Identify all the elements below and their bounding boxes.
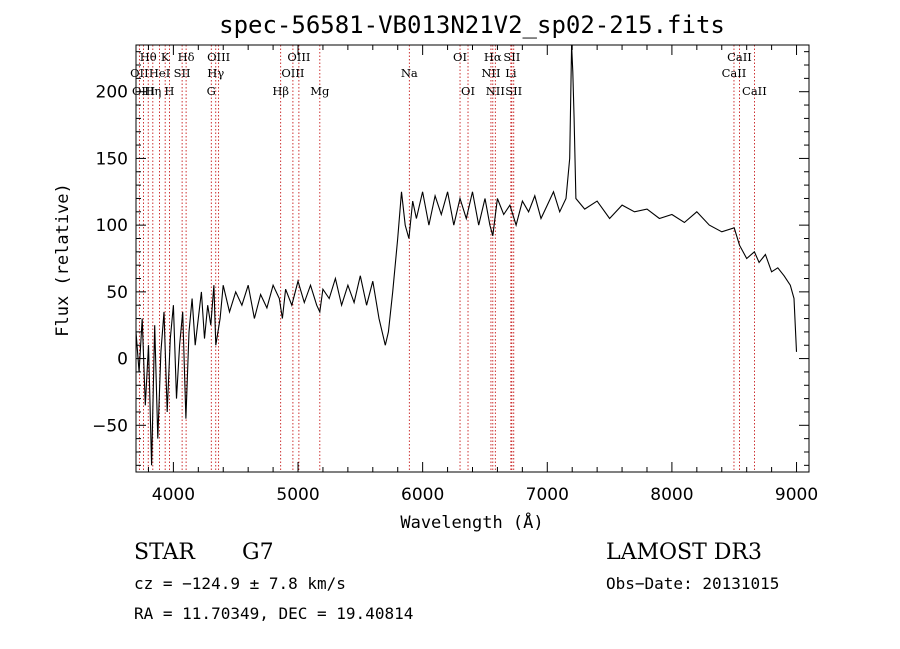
line-label-0: Hθ [140, 50, 157, 64]
line-label-24: SII [505, 84, 522, 98]
y-tick-label-2: 50 [106, 283, 128, 303]
sky-coordinates: RA = 11.70349, DEC = 19.40814 [134, 604, 413, 623]
observation-date: Obs−Date: 20131015 [606, 574, 779, 593]
line-label-17: OI [453, 50, 467, 64]
line-label-10: Hγ [207, 66, 224, 80]
y-tick-label-3: 100 [96, 216, 128, 236]
line-label-6: SII [174, 66, 191, 80]
axis-tick-labels: 4000 5000 6000 7000 8000 9000 −50 0 50 100 150 200 [92, 83, 818, 505]
y-tick-label-4: 150 [96, 149, 128, 169]
line-label-19: Hα [484, 50, 502, 64]
line-label-11: G [207, 84, 216, 98]
x-tick-label-4: 8000 [650, 485, 693, 505]
line-label-12: OIII [287, 50, 310, 64]
plot-frame [135, 44, 810, 473]
spectrum-series [135, 44, 798, 466]
line-label-23: NII [486, 84, 505, 98]
axis-ticks [136, 45, 809, 472]
line-label-25: CaII [727, 50, 752, 64]
line-label-5: HeI [149, 66, 170, 80]
line-label-20: SII [503, 50, 520, 64]
line-label-13: OIII [281, 66, 304, 80]
line-label-26: CaII [722, 66, 747, 80]
line-label-3: Hη [144, 84, 161, 98]
x-tick-label-5: 9000 [775, 485, 818, 505]
object-subclass: G7 [242, 540, 274, 565]
line-label-8: Hδ [178, 50, 195, 64]
x-tick-label-1: 5000 [276, 485, 319, 505]
spectral-line-markers [138, 45, 755, 472]
object-class: STAR [134, 540, 196, 565]
x-tick-label-3: 7000 [526, 485, 569, 505]
y-tick-label-1: 0 [117, 350, 128, 370]
line-label-18: OI [461, 84, 475, 98]
line-label-27: CaII [742, 84, 767, 98]
x-axis-label: Wavelength (Å) [400, 511, 543, 533]
line-label-16: Na [401, 66, 418, 80]
line-label-14: Hβ [272, 84, 289, 98]
survey-name: LAMOST DR3 [606, 540, 762, 565]
line-label-1: OII [130, 66, 149, 80]
line-label-9: OIII [207, 50, 230, 64]
y-axis-label: Flux (relative) [53, 183, 73, 337]
y-tick-label-5: 200 [96, 83, 128, 103]
line-label-7: H [164, 84, 174, 98]
x-tick-label-2: 6000 [401, 485, 444, 505]
y-tick-label-0: −50 [92, 416, 128, 436]
redshift-velocity: cz = −124.9 ± 7.8 km/s [134, 574, 346, 593]
line-label-4: K [161, 50, 170, 64]
line-label-22: Li [505, 66, 517, 80]
line-label-15: Mg [310, 84, 330, 98]
chart-title: spec-56581-VB013N21V2_sp02-215.fits [219, 11, 725, 39]
line-label-21: NII [481, 66, 500, 80]
x-tick-label-0: 4000 [152, 485, 195, 505]
line-label-2: OIII [132, 84, 155, 98]
